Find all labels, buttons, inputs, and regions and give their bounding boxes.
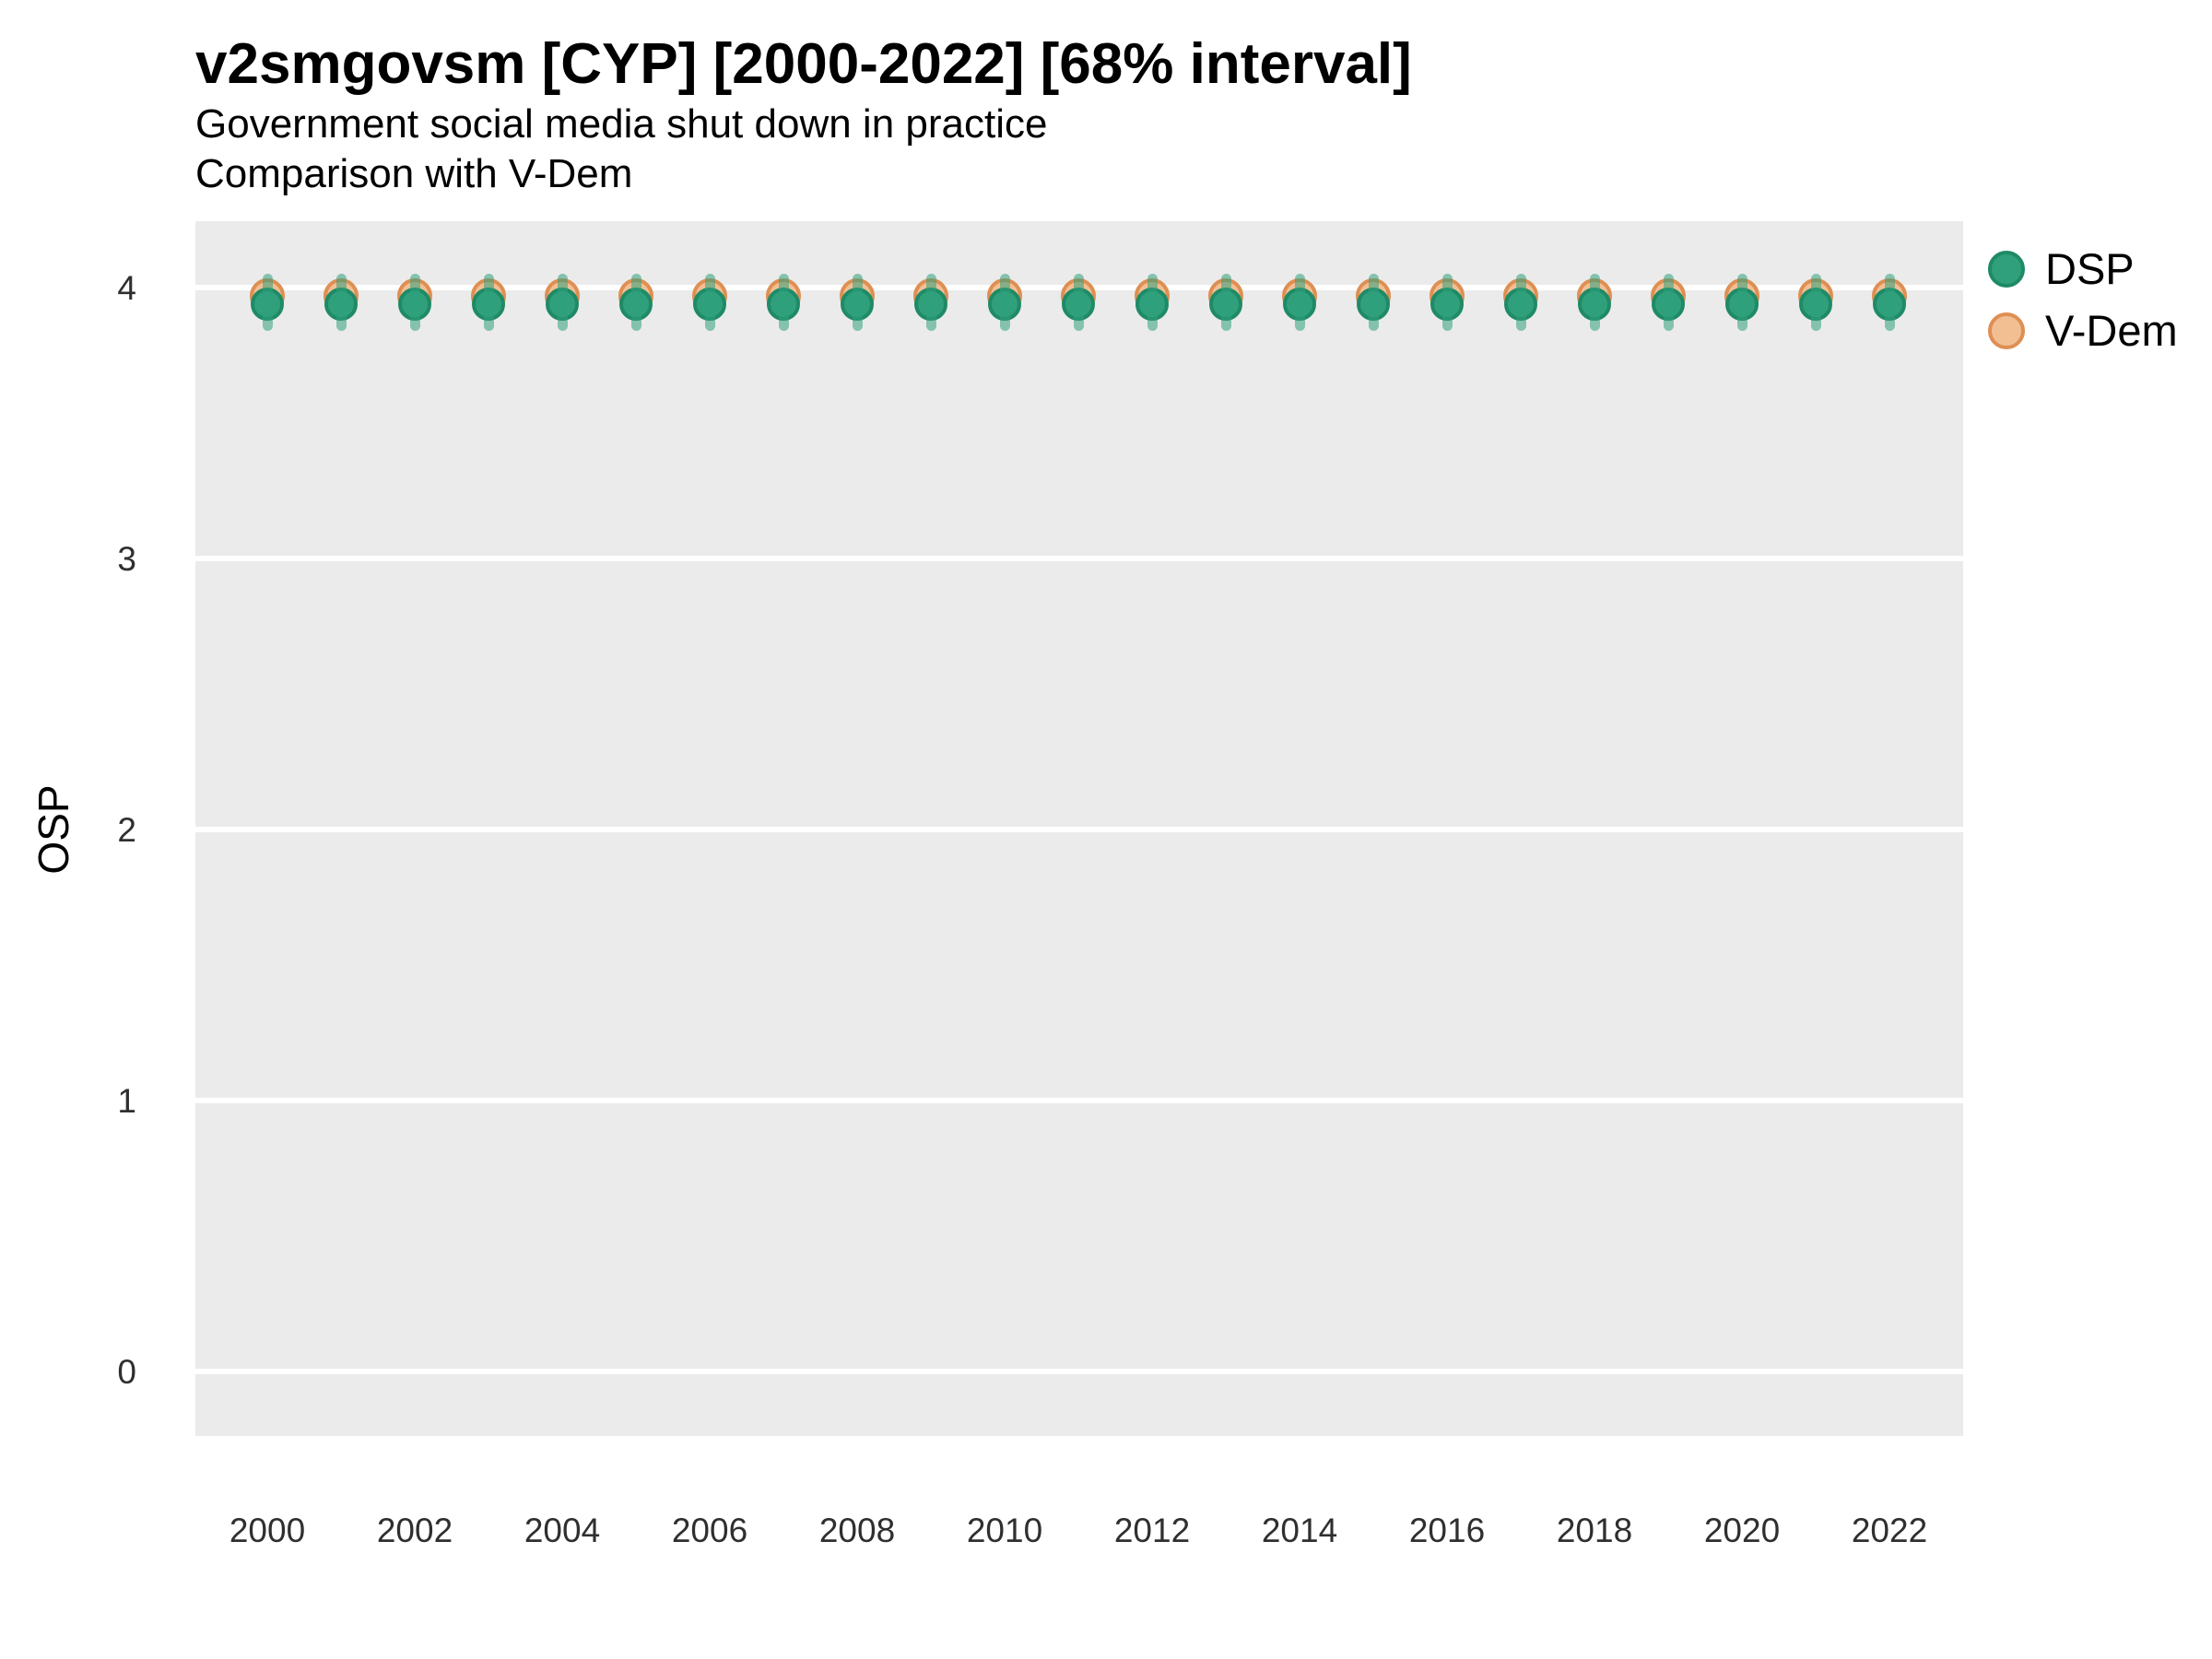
dsp-interval-bar <box>1884 274 1895 332</box>
dsp-interval-bar <box>335 274 347 332</box>
dsp-interval-bar <box>1515 274 1526 332</box>
chart-subtitle: Government social media shut down in pra… <box>195 101 1048 147</box>
dsp-interval-bar <box>925 274 936 332</box>
x-tick-label: 2014 <box>1261 1512 1338 1549</box>
legend: DSP V-Dem <box>1988 247 2178 352</box>
x-tick-label: 2010 <box>966 1512 1043 1549</box>
dsp-interval-bar <box>483 274 494 332</box>
dsp-interval-bar <box>557 274 568 332</box>
legend-label: V-Dem <box>2045 306 2178 355</box>
dsp-interval-bar <box>778 274 789 332</box>
dsp-interval-bar <box>1589 274 1600 332</box>
chart-subtitle-comparison: Comparison with V-Dem <box>195 151 633 196</box>
x-tick-label: 2008 <box>818 1512 896 1549</box>
dsp-interval-bar <box>1368 274 1379 332</box>
plot-panel <box>195 221 1963 1436</box>
y-tick-label: 4 <box>117 269 136 307</box>
x-tick-label: 2016 <box>1408 1512 1486 1549</box>
gridline-y-2 <box>195 827 1963 832</box>
dsp-interval-bar <box>999 274 1010 332</box>
legend-item-v-dem: V-Dem <box>1988 309 2178 352</box>
x-tick-label: 2022 <box>1851 1512 1928 1549</box>
x-tick-label: 2000 <box>229 1512 306 1549</box>
x-tick-label: 2018 <box>1556 1512 1633 1549</box>
gridline-y-3 <box>195 556 1963 561</box>
y-tick-label: 1 <box>117 1082 136 1120</box>
y-tick-label: 3 <box>117 540 136 578</box>
x-tick-label: 2004 <box>524 1512 601 1549</box>
y-tick-label: 2 <box>117 811 136 849</box>
x-tick-label: 2020 <box>1703 1512 1781 1549</box>
dsp-interval-bar <box>1441 274 1453 332</box>
y-tick-label: 0 <box>117 1353 136 1391</box>
dsp-interval-bar <box>409 274 420 332</box>
dsp-interval-bar <box>852 274 863 332</box>
gridline-y-0 <box>195 1369 1963 1374</box>
dsp-interval-bar <box>1810 274 1821 332</box>
dsp-interval-bar <box>704 274 715 332</box>
x-tick-label: 2002 <box>376 1512 453 1549</box>
legend-item-dsp: DSP <box>1988 247 2178 290</box>
dsp-interval-bar <box>1294 274 1305 332</box>
legend-vdem-dot-icon <box>1988 312 2025 349</box>
x-tick-label: 2006 <box>671 1512 748 1549</box>
legend-label: DSP <box>2045 244 2135 293</box>
dsp-interval-bar <box>1147 274 1158 332</box>
dsp-interval-bar <box>262 274 273 332</box>
dsp-interval-bar <box>630 274 641 332</box>
legend-dsp-dot-icon <box>1988 250 2025 288</box>
dsp-interval-bar <box>1073 274 1084 332</box>
dsp-interval-bar <box>1663 274 1674 332</box>
dsp-interval-bar <box>1736 274 1747 332</box>
x-tick-label: 2012 <box>1113 1512 1191 1549</box>
dsp-interval-bar <box>1220 274 1231 332</box>
page-title: v2smgovsm [CYP] [2000-2022] [68% interva… <box>195 32 1412 96</box>
gridline-y-1 <box>195 1098 1963 1103</box>
